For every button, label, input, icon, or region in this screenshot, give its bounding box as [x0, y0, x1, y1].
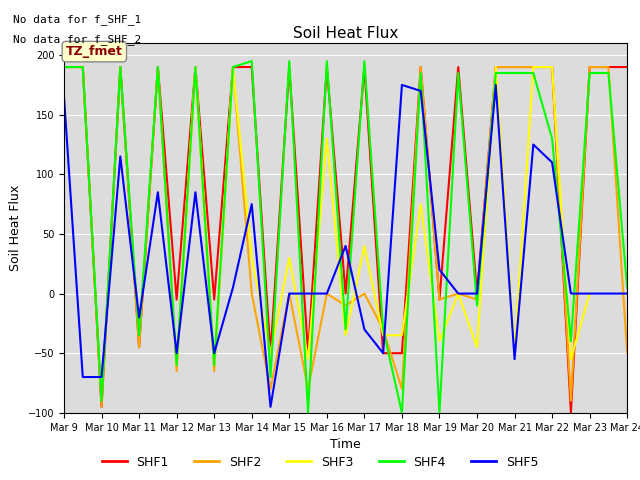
Text: No data for f_SHF_2: No data for f_SHF_2 [13, 34, 141, 45]
Title: Soil Heat Flux: Soil Heat Flux [293, 25, 398, 41]
Text: TZ_fmet: TZ_fmet [66, 45, 123, 58]
Text: No data for f_SHF_1: No data for f_SHF_1 [13, 14, 141, 25]
Legend: SHF1, SHF2, SHF3, SHF4, SHF5: SHF1, SHF2, SHF3, SHF4, SHF5 [97, 451, 543, 474]
X-axis label: Time: Time [330, 438, 361, 451]
Y-axis label: Soil Heat Flux: Soil Heat Flux [9, 185, 22, 271]
